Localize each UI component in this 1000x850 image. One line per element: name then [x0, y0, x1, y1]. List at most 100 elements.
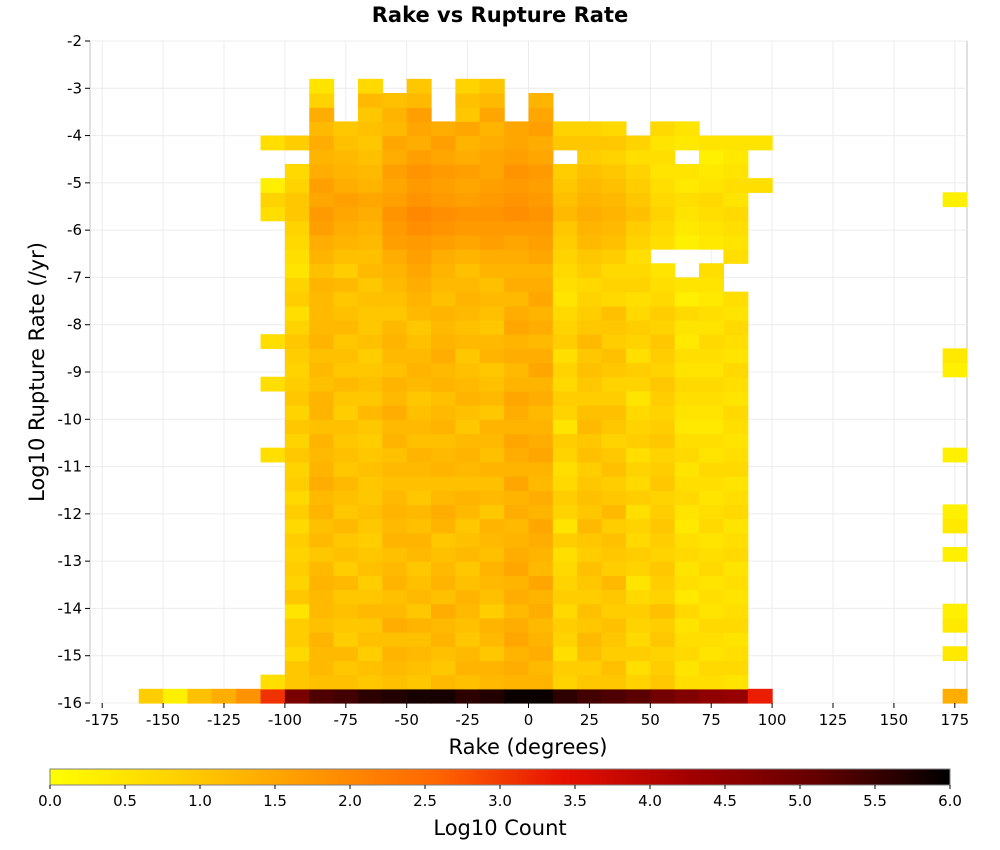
- x-tick-label: 175: [940, 711, 969, 729]
- heatmap-cell: [431, 305, 457, 321]
- heatmap-cell: [309, 504, 335, 520]
- heatmap-cell: [650, 518, 676, 534]
- heatmap-cell: [723, 291, 749, 307]
- heatmap-cell: [577, 405, 603, 420]
- heatmap-cell: [577, 263, 603, 279]
- heatmap-cell: [406, 220, 432, 236]
- heatmap-cell: [601, 305, 627, 321]
- heatmap-cell: [406, 178, 432, 193]
- heatmap-cell: [284, 178, 310, 193]
- heatmap-cell: [504, 688, 530, 704]
- heatmap-cell: [333, 476, 359, 491]
- heatmap-cell: [552, 305, 578, 321]
- heatmap-cell: [625, 589, 651, 605]
- heatmap-cell: [577, 518, 603, 534]
- heatmap-cell: [333, 490, 359, 505]
- heatmap-cell: [552, 220, 578, 236]
- y-tick-label: -2: [67, 32, 82, 50]
- heatmap-cell: [674, 277, 700, 293]
- heatmap-cell: [699, 532, 724, 548]
- heatmap-cell: [357, 617, 383, 633]
- heatmap-cell: [382, 575, 408, 591]
- y-axis-label: Log10 Rupture Rate (/yr): [25, 242, 49, 502]
- heatmap-cell: [504, 362, 530, 378]
- heatmap-cell: [284, 632, 310, 647]
- heatmap-cell: [625, 277, 651, 293]
- heatmap-cell: [455, 617, 481, 633]
- heatmap-cell: [625, 674, 651, 690]
- heatmap-cell: [504, 348, 530, 364]
- heatmap-cell: [309, 660, 335, 676]
- heatmap-cell: [650, 362, 676, 378]
- heatmap-cell: [431, 249, 457, 264]
- heatmap-cell: [333, 319, 359, 335]
- heatmap-cell: [577, 348, 603, 364]
- heatmap-cell: [455, 575, 481, 591]
- heatmap-cell: [431, 617, 457, 633]
- heatmap-cell: [357, 546, 383, 562]
- heatmap-cell: [577, 135, 603, 151]
- heatmap-cell: [625, 334, 651, 349]
- heatmap-cell: [577, 504, 603, 520]
- heatmap-cell: [333, 603, 359, 619]
- heatmap-cell: [552, 532, 578, 548]
- heatmap-cell: [601, 249, 627, 264]
- heatmap-cell: [309, 305, 335, 321]
- heatmap-cell: [723, 461, 749, 477]
- heatmap-cell: [382, 121, 408, 137]
- heatmap-cell: [625, 575, 651, 591]
- heatmap-cell: [552, 334, 578, 349]
- colorbar-tick-label: 3.0: [488, 792, 512, 810]
- heatmap-cell: [699, 206, 724, 222]
- heatmap-cell: [723, 589, 749, 605]
- heatmap-cell: [625, 561, 651, 576]
- heatmap-cell: [284, 390, 310, 406]
- x-tick-label: 125: [819, 711, 848, 729]
- heatmap-cell: [528, 178, 554, 193]
- heatmap-cell: [650, 660, 676, 676]
- heatmap-cell: [723, 561, 749, 576]
- heatmap-cell: [699, 589, 724, 605]
- heatmap-cell: [674, 561, 700, 576]
- heatmap-cell: [357, 674, 383, 690]
- heatmap-cell: [650, 319, 676, 335]
- heatmap-cell: [723, 206, 749, 222]
- heatmap-cell: [406, 589, 432, 605]
- heatmap-cell: [284, 433, 310, 449]
- heatmap-cell: [942, 447, 968, 463]
- heatmap-cell: [382, 490, 408, 505]
- heatmap-cell: [723, 490, 749, 505]
- heatmap-cell: [479, 149, 505, 165]
- heatmap-cell: [699, 561, 724, 576]
- heatmap-cell: [284, 419, 310, 435]
- heatmap-cell: [357, 234, 383, 250]
- heatmap-cell: [382, 234, 408, 250]
- heatmap-cell: [625, 234, 651, 250]
- heatmap-cell: [284, 461, 310, 477]
- heatmap-cell: [504, 305, 530, 321]
- heatmap-cell: [309, 561, 335, 576]
- heatmap-cell: [674, 291, 700, 307]
- heatmap-cell: [284, 220, 310, 236]
- heatmap-cell: [309, 263, 335, 279]
- heatmap-cell: [406, 447, 432, 463]
- heatmap-cell: [625, 206, 651, 222]
- heatmap-cell: [479, 163, 505, 179]
- heatmap-cell: [382, 263, 408, 279]
- heatmap-cell: [357, 149, 383, 165]
- heatmap-cell: [431, 589, 457, 605]
- heatmap-cell: [747, 688, 773, 704]
- heatmap-cell: [479, 206, 505, 222]
- heatmap-cell: [577, 362, 603, 378]
- heatmap-cell: [431, 163, 457, 179]
- heatmap-cell: [699, 348, 724, 364]
- heatmap-cell: [577, 532, 603, 548]
- heatmap-cell: [528, 277, 554, 293]
- heatmap-cell: [650, 376, 676, 392]
- heatmap-cell: [382, 178, 408, 193]
- heatmap-cell: [309, 490, 335, 505]
- heatmap-cell: [650, 234, 676, 250]
- heatmap-cell: [528, 192, 554, 208]
- heatmap-cell: [455, 319, 481, 335]
- heatmap-cell: [625, 447, 651, 463]
